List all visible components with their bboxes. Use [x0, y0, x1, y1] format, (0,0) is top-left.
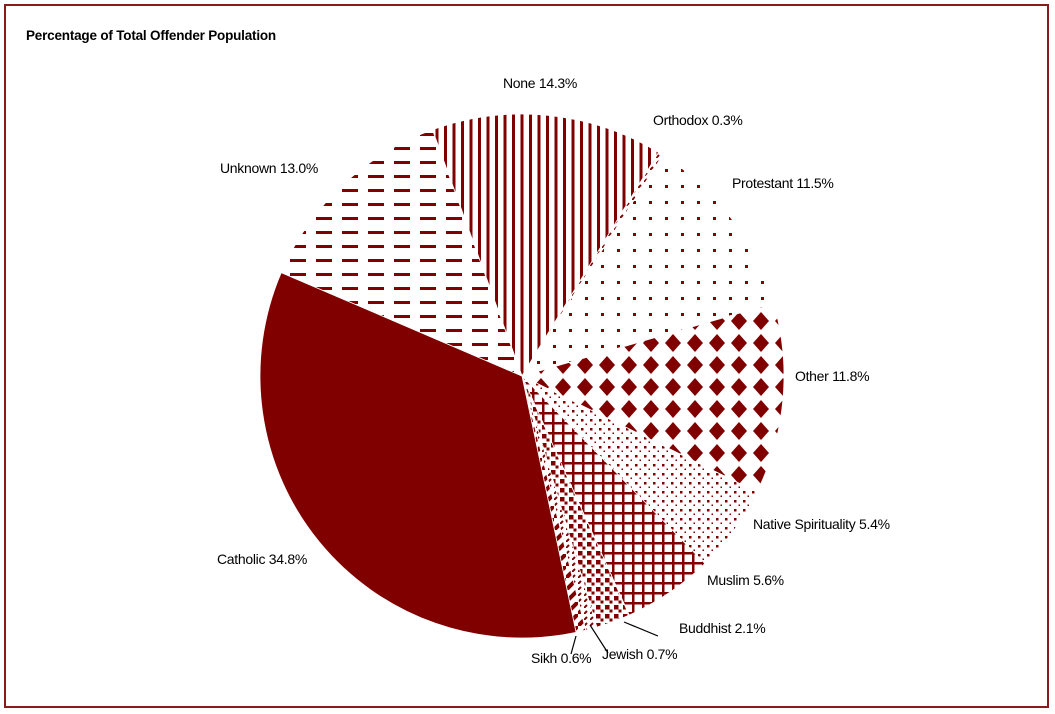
data-label-other: Other 11.8%: [795, 368, 870, 384]
data-label-sikh: Sikh 0.6%: [531, 650, 592, 666]
pie-chart: [259, 113, 785, 655]
data-label-catholic: Catholic 34.8%: [217, 551, 307, 567]
data-label-none: None 14.3%: [503, 75, 578, 91]
pie-slice-catholic: [259, 272, 577, 639]
data-label-unknown: Unknown 13.0%: [220, 160, 319, 176]
data-label-buddhist: Buddhist 2.1%: [679, 620, 766, 636]
data-label-native-spirituality: Native Spirituality 5.4%: [753, 516, 890, 532]
pie-slice-protestant: [521, 154, 775, 377]
leader-line-buddhist: [623, 621, 659, 637]
chart-frame: Percentage of Total Offender Population …: [4, 4, 1049, 708]
pie-slice-unknown: [280, 129, 523, 377]
pie-slice-none: [431, 113, 660, 377]
data-label-jewish: Jewish 0.7%: [602, 646, 678, 662]
pie-slice-other: [520, 302, 785, 493]
data-label-muslim: Muslim 5.6%: [707, 572, 784, 588]
data-label-orthodox: Orthodox 0.3%: [653, 112, 743, 128]
leader-line-sikh: [570, 635, 577, 655]
data-label-protestant: Protestant 11.5%: [732, 175, 834, 191]
chart-title: Percentage of Total Offender Population: [26, 28, 276, 43]
leader-line-jewish: [589, 624, 609, 654]
